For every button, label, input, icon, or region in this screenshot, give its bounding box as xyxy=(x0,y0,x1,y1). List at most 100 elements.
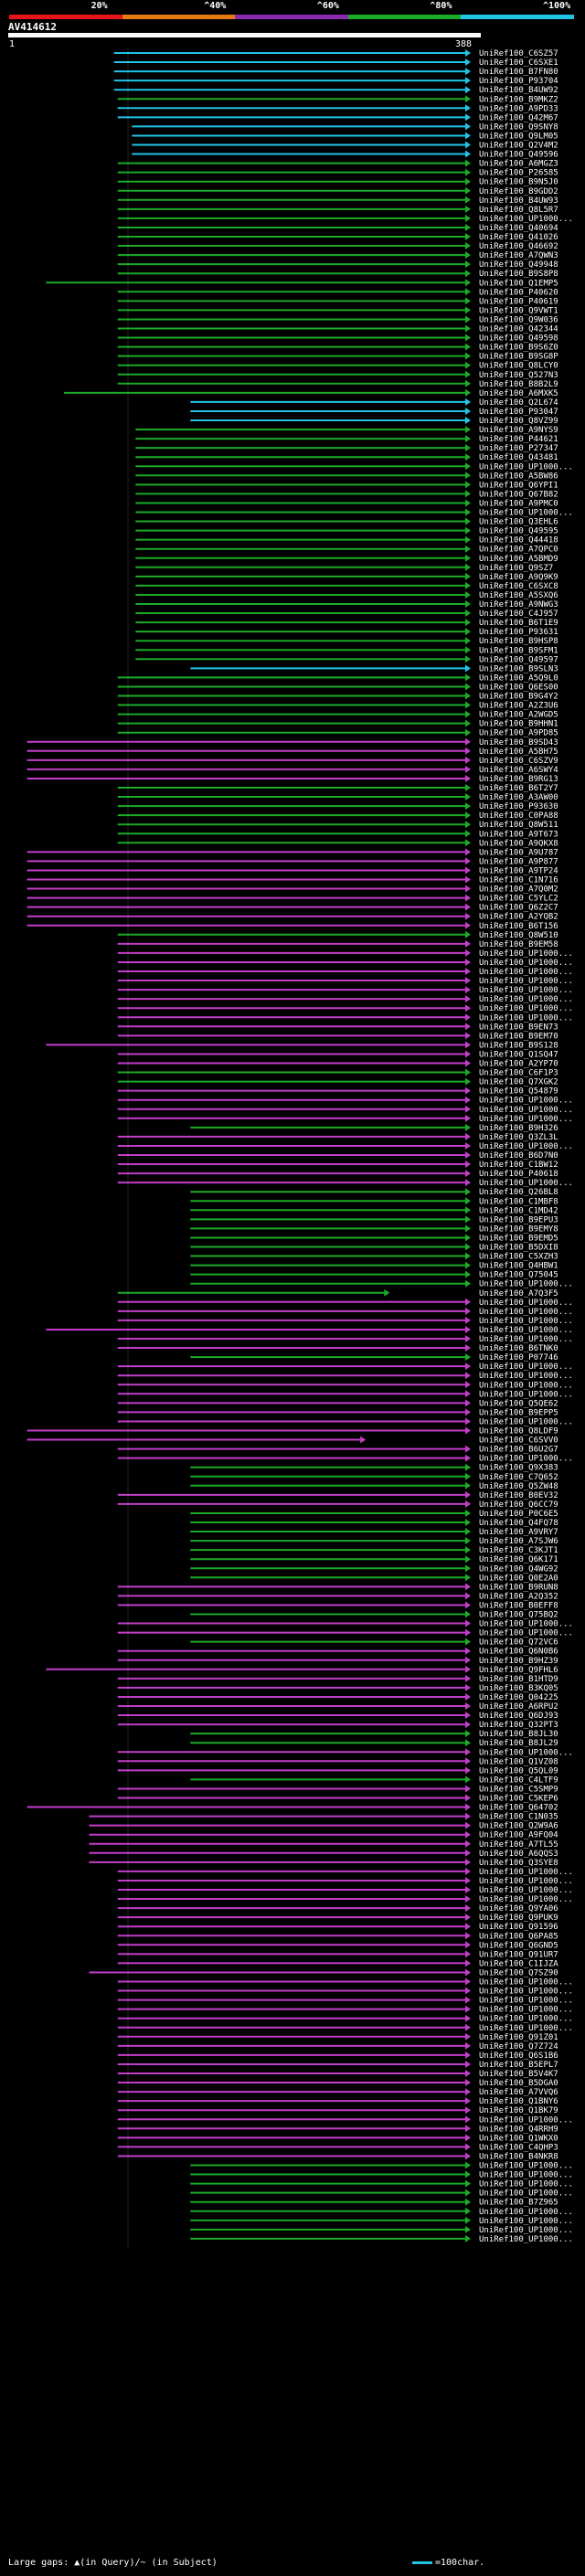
hit-label[interactable]: UniRef100_Q4WG92 xyxy=(479,1564,558,1574)
hit-label[interactable]: UniRef100_Q4FQ78 xyxy=(479,1519,558,1528)
hit-label[interactable]: UniRef100_UP1000... xyxy=(479,2015,573,2024)
hit-label[interactable]: UniRef100_C5SMP9 xyxy=(479,1785,558,1794)
hit-label[interactable]: UniRef100_Q6N0B6 xyxy=(479,1648,558,1657)
hit-label[interactable]: UniRef100_UP1000... xyxy=(479,2208,573,2217)
hit-label[interactable]: UniRef100_A7SJW6 xyxy=(479,1537,558,1546)
hit-label[interactable]: UniRef100_UP1000... xyxy=(479,2235,573,2244)
hit-label[interactable]: UniRef100_B3KQ05 xyxy=(479,1684,558,1693)
hit-label[interactable]: UniRef100_P93704 xyxy=(479,77,558,86)
hit-label[interactable]: UniRef100_UP1000... xyxy=(479,949,573,959)
hit-label[interactable]: UniRef100_C6SZV9 xyxy=(479,757,558,766)
hit-label[interactable]: UniRef100_Q5ZW48 xyxy=(479,1482,558,1491)
hit-label[interactable]: UniRef100_A9PD33 xyxy=(479,104,558,113)
hit-label[interactable]: UniRef100_UP1000... xyxy=(479,1097,573,1106)
hit-label[interactable]: UniRef100_Q6ES00 xyxy=(479,683,558,692)
hit-label[interactable]: UniRef100_UP1000... xyxy=(479,1381,573,1390)
hit-label[interactable]: UniRef100_A7QWN3 xyxy=(479,251,558,260)
hit-label[interactable]: UniRef100_Q6GND5 xyxy=(479,1941,558,1950)
hit-label[interactable]: UniRef100_Q75045 xyxy=(479,1271,558,1280)
hit-label[interactable]: UniRef100_B9SFM1 xyxy=(479,646,558,655)
hit-label[interactable]: UniRef100_B9RUN8 xyxy=(479,1583,558,1592)
hit-label[interactable]: UniRef100_B6TNK0 xyxy=(479,1344,558,1353)
hit-label[interactable]: UniRef100_B9EMD5 xyxy=(479,1234,558,1243)
hit-label[interactable]: UniRef100_Q43481 xyxy=(479,453,558,462)
hit-label[interactable]: UniRef100_B9SD43 xyxy=(479,738,558,747)
hit-label[interactable]: UniRef100_A2YP70 xyxy=(479,1060,558,1069)
hit-label[interactable]: UniRef100_C4LTF9 xyxy=(479,1776,558,1785)
hit-label[interactable]: UniRef100_Q1BNY6 xyxy=(479,2097,558,2106)
hit-label[interactable]: UniRef100_UP1000... xyxy=(479,1895,573,1904)
hit-label[interactable]: UniRef100_C1N716 xyxy=(479,876,558,885)
hit-label[interactable]: UniRef100_Q64702 xyxy=(479,1804,558,1813)
hit-label[interactable]: UniRef100_UP1000... xyxy=(479,2006,573,2015)
hit-label[interactable]: UniRef100_B7FN80 xyxy=(479,68,558,77)
hit-label[interactable]: UniRef100_UP1000... xyxy=(479,1997,573,2006)
hit-label[interactable]: UniRef100_A7QPC0 xyxy=(479,546,558,555)
hit-label[interactable]: UniRef100_UP1000... xyxy=(479,1280,573,1289)
hit-label[interactable]: UniRef100_B8B2L9 xyxy=(479,380,558,389)
hit-label[interactable]: UniRef100_Q9FHL6 xyxy=(479,1666,558,1675)
hit-label[interactable]: UniRef100_B4NKR8 xyxy=(479,2152,558,2161)
hit-label[interactable]: UniRef100_Q9LM05 xyxy=(479,132,558,141)
hit-label[interactable]: UniRef100_A9Q9K9 xyxy=(479,573,558,582)
hit-label[interactable]: UniRef100_Q9SZ7 xyxy=(479,564,553,573)
hit-label[interactable]: UniRef100_Q9X383 xyxy=(479,1464,558,1473)
hit-label[interactable]: UniRef100_P26585 xyxy=(479,169,558,178)
hit-label[interactable]: UniRef100_P93631 xyxy=(479,628,558,637)
hit-label[interactable]: UniRef100_UP1000... xyxy=(479,1886,573,1895)
hit-label[interactable]: UniRef100_Q3SYE8 xyxy=(479,1859,558,1868)
hit-label[interactable]: UniRef100_B9G4Y2 xyxy=(479,693,558,702)
hit-label[interactable]: UniRef100_A7TL55 xyxy=(479,1840,558,1850)
hit-label[interactable]: UniRef100_B5DGA0 xyxy=(479,2079,558,2088)
hit-label[interactable]: UniRef100_A9QKX8 xyxy=(479,839,558,848)
hit-label[interactable]: UniRef100_Q8VZ99 xyxy=(479,417,558,426)
hit-label[interactable]: UniRef100_A9U787 xyxy=(479,848,558,857)
hit-label[interactable]: UniRef100_B6T1E9 xyxy=(479,619,558,628)
hit-label[interactable]: UniRef100_A6MXK5 xyxy=(479,389,558,398)
hit-label[interactable]: UniRef100_C1BW12 xyxy=(479,1161,558,1170)
hit-label[interactable]: UniRef100_A2WGD5 xyxy=(479,711,558,720)
hit-label[interactable]: UniRef100_C3KJT1 xyxy=(479,1546,558,1555)
hit-label[interactable]: UniRef100_C6F1P3 xyxy=(479,1069,558,1078)
hit-label[interactable]: UniRef100_Q6K171 xyxy=(479,1555,558,1564)
hit-label[interactable]: UniRef100_C6SXC8 xyxy=(479,582,558,591)
hit-label[interactable]: UniRef100_A9PD85 xyxy=(479,729,558,738)
hit-label[interactable]: UniRef100_C1MBF8 xyxy=(479,1197,558,1206)
hit-label[interactable]: UniRef100_A6SWY4 xyxy=(479,766,558,775)
hit-label[interactable]: UniRef100_Q1EMP5 xyxy=(479,279,558,288)
hit-label[interactable]: UniRef100_UP1000... xyxy=(479,1308,573,1317)
hit-label[interactable]: UniRef100_A7Q3F5 xyxy=(479,1289,558,1299)
hit-label[interactable]: UniRef100_Q41026 xyxy=(479,233,558,242)
hit-label[interactable]: UniRef100_UP1000... xyxy=(479,1142,573,1151)
hit-label[interactable]: UniRef100_Q91Z01 xyxy=(479,2033,558,2042)
hit-label[interactable]: UniRef100_Q8L5R7 xyxy=(479,206,558,215)
hit-label[interactable]: UniRef100_Q2W9A6 xyxy=(479,1822,558,1831)
hit-label[interactable]: UniRef100_B9SG8P xyxy=(479,353,558,362)
hit-label[interactable]: UniRef100_A5Q9L0 xyxy=(479,673,558,683)
hit-label[interactable]: UniRef100_Q1SQ47 xyxy=(479,1050,558,1059)
hit-label[interactable]: UniRef100_UP1000... xyxy=(479,1179,573,1188)
hit-label[interactable]: UniRef100_B9H326 xyxy=(479,1124,558,1133)
hit-label[interactable]: UniRef100_Q6DJ93 xyxy=(479,1712,558,1721)
hit-label[interactable]: UniRef100_B9GDD2 xyxy=(479,187,558,196)
hit-label[interactable]: UniRef100_Q8LDF9 xyxy=(479,1427,558,1436)
hit-label[interactable]: UniRef100_B7Z965 xyxy=(479,2199,558,2208)
hit-label[interactable]: UniRef100_Q44418 xyxy=(479,536,558,546)
hit-label[interactable]: UniRef100_B9HSP8 xyxy=(479,637,558,646)
hit-label[interactable]: UniRef100_A7Q0M2 xyxy=(479,885,558,895)
hit-label[interactable]: UniRef100_B9EMY8 xyxy=(479,1224,558,1234)
hit-label[interactable]: UniRef100_B1HTD9 xyxy=(479,1675,558,1684)
hit-label[interactable]: UniRef100_A9P877 xyxy=(479,857,558,866)
hit-label[interactable]: UniRef100_Q6CC79 xyxy=(479,1500,558,1510)
hit-label[interactable]: UniRef100_B5DXI8 xyxy=(479,1244,558,1253)
hit-label[interactable]: UniRef100_A6QQS3 xyxy=(479,1850,558,1859)
hit-label[interactable]: UniRef100_P40619 xyxy=(479,297,558,306)
hit-label[interactable]: UniRef100_Q2L674 xyxy=(479,398,558,408)
hit-label[interactable]: UniRef100_B5EPL7 xyxy=(479,2061,558,2070)
hit-label[interactable]: UniRef100_B5V4K7 xyxy=(479,2070,558,2079)
hit-label[interactable]: UniRef100_A5BMD9 xyxy=(479,555,558,564)
hit-label[interactable]: UniRef100_UP1000... xyxy=(479,215,573,224)
hit-label[interactable]: UniRef100_A9NYS9 xyxy=(479,426,558,435)
hit-label[interactable]: UniRef100_A2Q352 xyxy=(479,1592,558,1601)
hit-label[interactable]: UniRef100_Q42M67 xyxy=(479,113,558,122)
